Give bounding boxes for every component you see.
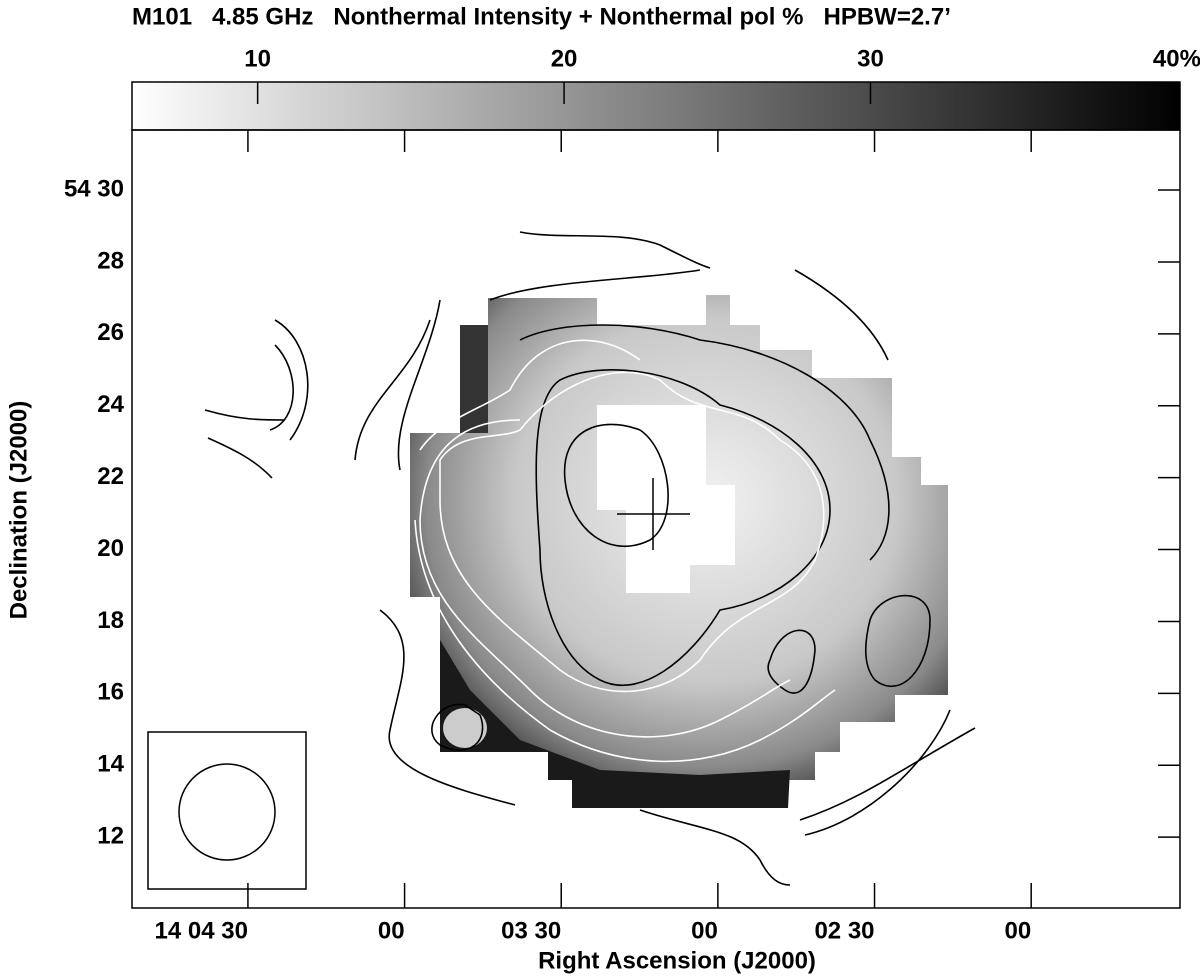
y-tick-label: 22 [97, 463, 124, 490]
x-tick-label: 00 [691, 917, 718, 944]
colorbar-tick-label: 10 [244, 45, 271, 72]
x-tick-label: 00 [1004, 917, 1031, 944]
polarization-image [410, 295, 948, 808]
x-axis-label: Right Ascension (J2000) [538, 947, 816, 974]
center-cross [617, 478, 690, 550]
x-tick-label: 03 30 [501, 917, 561, 944]
x-tick-label: 14 04 30 [155, 917, 248, 944]
colorbar [131, 81, 1181, 131]
y-tick-label: 16 [97, 679, 124, 706]
y-tick-label: 12 [97, 823, 124, 850]
y-tick-label: 54 30 [64, 175, 124, 202]
x-tick-label: 02 30 [814, 917, 874, 944]
y-tick-label: 26 [97, 319, 124, 346]
x-tick-label: 00 [378, 917, 405, 944]
beam [147, 731, 307, 890]
y-tick-label: 28 [97, 247, 124, 274]
y-tick-label: 20 [97, 535, 124, 562]
colorbar-tick-label: 30 [857, 45, 884, 72]
y-tick-label: 18 [97, 607, 124, 634]
y-tick-label: 14 [97, 751, 124, 778]
colorbar-tick-label: 40% [1153, 45, 1200, 72]
y-tick-label: 24 [97, 391, 124, 418]
plot-frame [131, 129, 1181, 909]
contours [204, 231, 976, 886]
y-axis-label: Declination (J2000) [5, 401, 32, 620]
chart-title: M101 4.85 GHz Nonthermal Intensity + Non… [132, 3, 951, 30]
colorbar-tick-label: 20 [551, 45, 578, 72]
